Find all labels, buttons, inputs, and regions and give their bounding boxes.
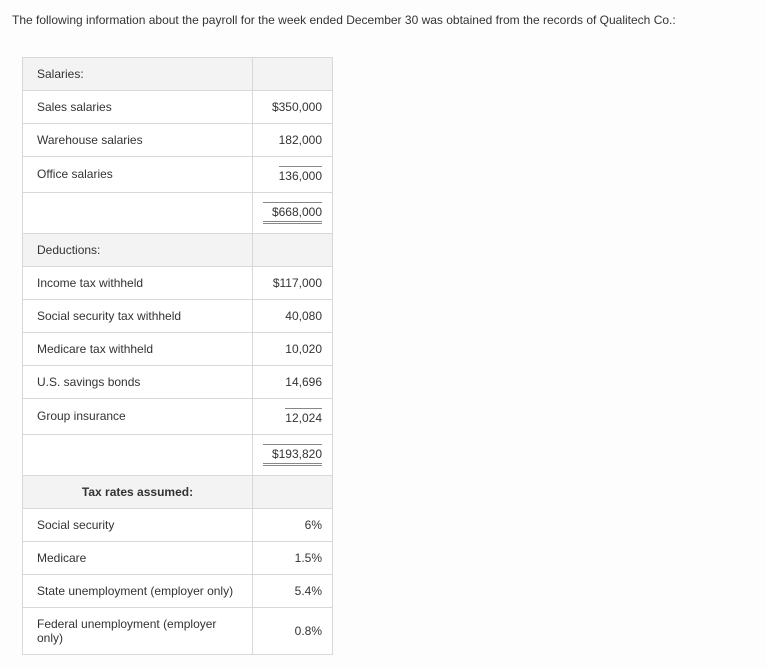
row-value: 6% bbox=[253, 508, 333, 541]
row-label: Sales salaries bbox=[23, 90, 253, 123]
table-row: Social security tax withheld 40,080 bbox=[23, 299, 333, 332]
taxrates-header: Tax rates assumed: bbox=[23, 475, 253, 508]
row-value: $350,000 bbox=[253, 90, 333, 123]
deductions-total: $193,820 bbox=[253, 434, 333, 475]
table-row: $668,000 bbox=[23, 192, 333, 233]
table-row: Group insurance 12,024 bbox=[23, 398, 333, 434]
row-label: Office salaries bbox=[23, 156, 253, 192]
row-value: 5.4% bbox=[253, 574, 333, 607]
row-value: $117,000 bbox=[253, 266, 333, 299]
row-value: 182,000 bbox=[253, 123, 333, 156]
row-label: Social security tax withheld bbox=[23, 299, 253, 332]
deductions-header: Deductions: bbox=[23, 233, 253, 266]
payroll-table: Salaries: Sales salaries $350,000 Wareho… bbox=[22, 57, 333, 655]
row-value: 10,020 bbox=[253, 332, 333, 365]
table-row: Warehouse salaries 182,000 bbox=[23, 123, 333, 156]
row-value: 136,000 bbox=[253, 156, 333, 192]
row-label: Medicare bbox=[23, 541, 253, 574]
salaries-header: Salaries: bbox=[23, 57, 253, 90]
table-row: Social security 6% bbox=[23, 508, 333, 541]
table-row: Medicare 1.5% bbox=[23, 541, 333, 574]
table-row: Deductions: bbox=[23, 233, 333, 266]
table-row: Federal unemployment (employer only) 0.8… bbox=[23, 607, 333, 654]
table-row: $193,820 bbox=[23, 434, 333, 475]
table-row: Income tax withheld $117,000 bbox=[23, 266, 333, 299]
table-row: Medicare tax withheld 10,020 bbox=[23, 332, 333, 365]
row-value: 0.8% bbox=[253, 607, 333, 654]
row-label: U.S. savings bonds bbox=[23, 365, 253, 398]
row-value: 1.5% bbox=[253, 541, 333, 574]
table-row: Salaries: bbox=[23, 57, 333, 90]
empty-cell bbox=[253, 57, 333, 90]
row-value: 40,080 bbox=[253, 299, 333, 332]
table-row: U.S. savings bonds 14,696 bbox=[23, 365, 333, 398]
table-row: Office salaries 136,000 bbox=[23, 156, 333, 192]
row-label: Medicare tax withheld bbox=[23, 332, 253, 365]
row-label: Federal unemployment (employer only) bbox=[23, 607, 253, 654]
table-row: Tax rates assumed: bbox=[23, 475, 333, 508]
row-value: 14,696 bbox=[253, 365, 333, 398]
empty-cell bbox=[253, 233, 333, 266]
row-label: Income tax withheld bbox=[23, 266, 253, 299]
salaries-total: $668,000 bbox=[253, 192, 333, 233]
intro-paragraph: The following information about the payr… bbox=[12, 12, 754, 29]
row-label: Warehouse salaries bbox=[23, 123, 253, 156]
table-row: State unemployment (employer only) 5.4% bbox=[23, 574, 333, 607]
row-label: Group insurance bbox=[23, 398, 253, 434]
empty-cell bbox=[23, 192, 253, 233]
row-label: State unemployment (employer only) bbox=[23, 574, 253, 607]
empty-cell bbox=[23, 434, 253, 475]
empty-cell bbox=[253, 475, 333, 508]
table-row: Sales salaries $350,000 bbox=[23, 90, 333, 123]
row-label: Social security bbox=[23, 508, 253, 541]
row-value: 12,024 bbox=[253, 398, 333, 434]
